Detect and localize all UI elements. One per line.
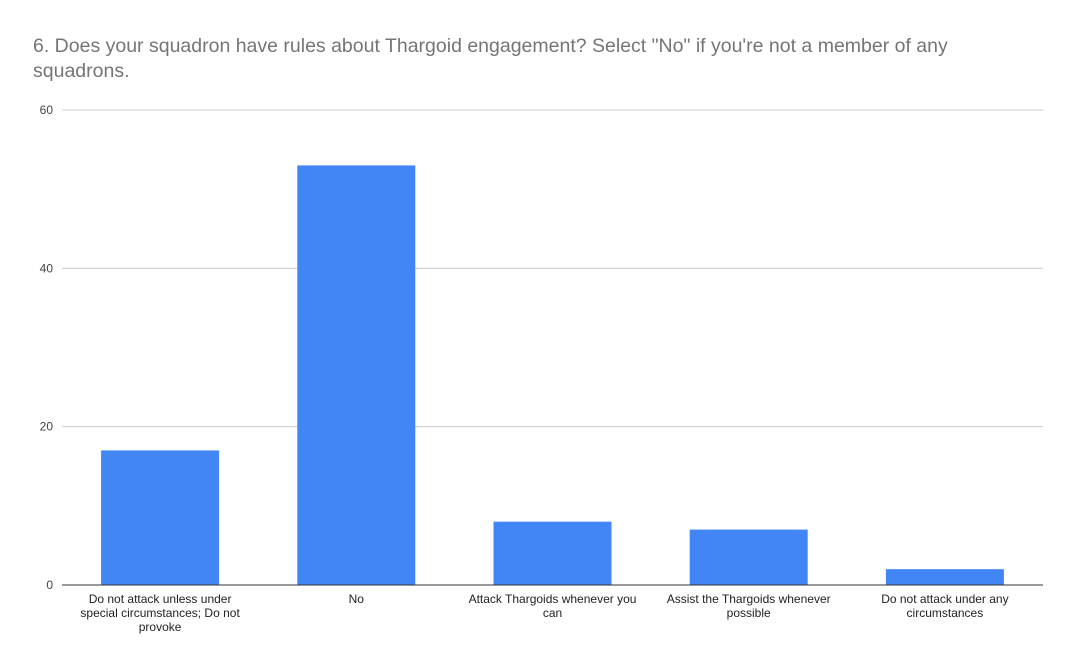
y-tick-label: 60 bbox=[40, 103, 54, 117]
y-tick-label: 40 bbox=[40, 261, 54, 275]
bar bbox=[297, 165, 416, 585]
x-category-label: Attack Thargoids whenever you can bbox=[469, 592, 637, 620]
bar bbox=[101, 450, 220, 585]
x-category-label: Do not attack unless under special circum… bbox=[80, 592, 240, 634]
y-tick-label: 20 bbox=[40, 420, 54, 434]
y-axis-ticks: 0 20 40 60 bbox=[40, 103, 54, 592]
bar bbox=[493, 521, 612, 585]
x-category-label: Assist the Thargoids whenever possible bbox=[667, 592, 831, 620]
gridlines bbox=[62, 109, 1043, 428]
bar bbox=[885, 569, 1004, 585]
bar bbox=[689, 529, 808, 585]
chart-title: 6. Does your squadron have rules about T… bbox=[33, 35, 948, 82]
bars bbox=[101, 165, 1004, 585]
x-category-label: No bbox=[349, 592, 365, 606]
y-tick-label: 0 bbox=[46, 578, 53, 592]
x-category-label: Do not attack under any circumstances bbox=[881, 592, 1008, 620]
x-axis-labels: Do not attack unless under special circum… bbox=[80, 592, 1008, 634]
